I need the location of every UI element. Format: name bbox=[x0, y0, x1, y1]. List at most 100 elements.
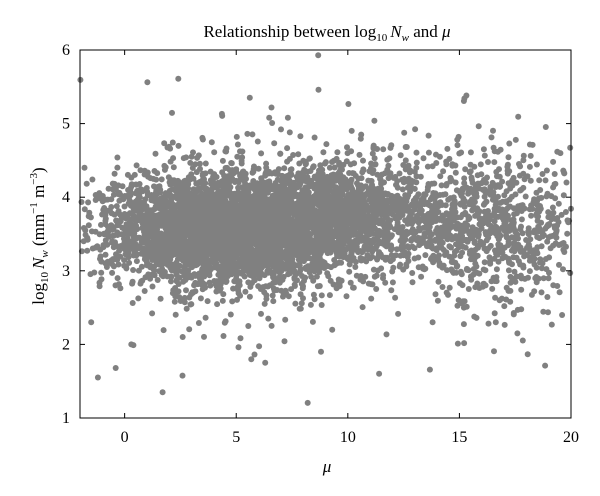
scatter-point bbox=[194, 154, 201, 161]
scatter-point bbox=[234, 296, 240, 303]
scatter-point bbox=[185, 181, 192, 188]
scatter-point bbox=[169, 219, 176, 226]
scatter-point bbox=[277, 150, 284, 157]
scatter-point bbox=[196, 160, 203, 167]
title-sub: 10 bbox=[376, 32, 388, 44]
scatter-point bbox=[219, 112, 226, 119]
scatter-point bbox=[259, 253, 266, 260]
scatter-point bbox=[285, 293, 292, 300]
scatter-point bbox=[212, 196, 219, 202]
scatter-point bbox=[251, 265, 258, 272]
scatter-point bbox=[403, 144, 410, 150]
chart-title: Relationship between log10 Nw and μ bbox=[203, 22, 450, 44]
scatter-point bbox=[279, 172, 286, 179]
scatter-point bbox=[283, 231, 290, 238]
scatter-point bbox=[126, 259, 133, 266]
scatter-point bbox=[227, 311, 234, 318]
scatter-point bbox=[311, 134, 318, 141]
title-var: N bbox=[389, 22, 403, 41]
scatter-point bbox=[310, 163, 317, 170]
scatter-point bbox=[145, 230, 152, 237]
scatter-point bbox=[219, 297, 226, 304]
scatter-point bbox=[251, 163, 257, 170]
scatter-point bbox=[205, 233, 212, 240]
scatter-point bbox=[258, 150, 265, 157]
scatter-point bbox=[202, 160, 209, 167]
scatter-point bbox=[96, 231, 103, 238]
scatter-point bbox=[401, 129, 408, 136]
scatter-point bbox=[180, 257, 187, 264]
scatter-point bbox=[97, 246, 104, 253]
scatter-point bbox=[192, 243, 199, 250]
scatter-point bbox=[102, 260, 109, 267]
scatter-point bbox=[249, 210, 256, 217]
scatter-point bbox=[373, 286, 380, 292]
scatter-point bbox=[200, 264, 207, 271]
scatter-point bbox=[102, 237, 109, 244]
scatter-point bbox=[188, 301, 195, 308]
scatter-point bbox=[285, 262, 292, 269]
scatter-point bbox=[345, 245, 352, 252]
scatter-point bbox=[196, 186, 203, 193]
scatter-point bbox=[175, 203, 182, 210]
scatter-point bbox=[193, 231, 200, 238]
scatter-point bbox=[194, 198, 201, 205]
scatter-point bbox=[197, 165, 203, 172]
scatter-point bbox=[111, 180, 118, 187]
scatter-point bbox=[247, 231, 253, 238]
scatter-point bbox=[317, 162, 324, 169]
scatter-point bbox=[211, 236, 218, 243]
scatter-point bbox=[294, 208, 301, 215]
scatter-point bbox=[290, 234, 297, 241]
scatter-point bbox=[263, 219, 270, 225]
scatter-point bbox=[241, 251, 248, 258]
scatter-point bbox=[270, 198, 277, 205]
scatter-point bbox=[114, 275, 121, 282]
scatter-point bbox=[280, 293, 286, 300]
scatter-point bbox=[271, 140, 278, 147]
scatter-point bbox=[199, 136, 206, 143]
scatter-point bbox=[136, 190, 143, 197]
scatter-point bbox=[108, 196, 115, 203]
scatter-point bbox=[211, 149, 218, 156]
scatter-point bbox=[411, 185, 418, 192]
scatter-point bbox=[137, 209, 144, 216]
scatter-point bbox=[110, 224, 117, 231]
scatter-point bbox=[100, 242, 107, 249]
scatter-point bbox=[113, 203, 120, 210]
scatter-point bbox=[198, 254, 205, 261]
scatter-point bbox=[149, 257, 156, 263]
scatter-point bbox=[262, 211, 268, 218]
scatter-point bbox=[461, 175, 468, 182]
scatter-point bbox=[201, 204, 207, 211]
scatter-point bbox=[244, 204, 251, 210]
scatter-point bbox=[256, 190, 263, 197]
scatter-point bbox=[185, 259, 192, 266]
scatter-point bbox=[475, 123, 482, 130]
scatter-point bbox=[235, 344, 242, 351]
scatter-point bbox=[141, 288, 148, 294]
scatter-point bbox=[233, 133, 240, 140]
scatter-point bbox=[220, 333, 227, 339]
scatter-point bbox=[256, 343, 263, 350]
scatter-point bbox=[101, 205, 108, 211]
scatter-point bbox=[215, 212, 222, 219]
scatter-point bbox=[268, 104, 275, 111]
scatter-point bbox=[358, 218, 365, 225]
scatter-point bbox=[377, 205, 384, 212]
scatter-point bbox=[318, 193, 325, 200]
scatter-point bbox=[128, 174, 135, 181]
scatter-point bbox=[346, 197, 353, 204]
scatter-point bbox=[392, 199, 399, 206]
scatter-point bbox=[170, 164, 177, 171]
scatter-point bbox=[370, 239, 377, 246]
scatter-point bbox=[318, 179, 325, 186]
scatter-point bbox=[161, 140, 168, 147]
scatter-point bbox=[222, 261, 229, 267]
scatter-point bbox=[126, 220, 132, 227]
scatter-point bbox=[169, 109, 175, 116]
scatter-point bbox=[204, 227, 210, 234]
scatter-point bbox=[261, 272, 268, 279]
scatter-point bbox=[186, 326, 193, 333]
scatter-point bbox=[151, 267, 158, 273]
